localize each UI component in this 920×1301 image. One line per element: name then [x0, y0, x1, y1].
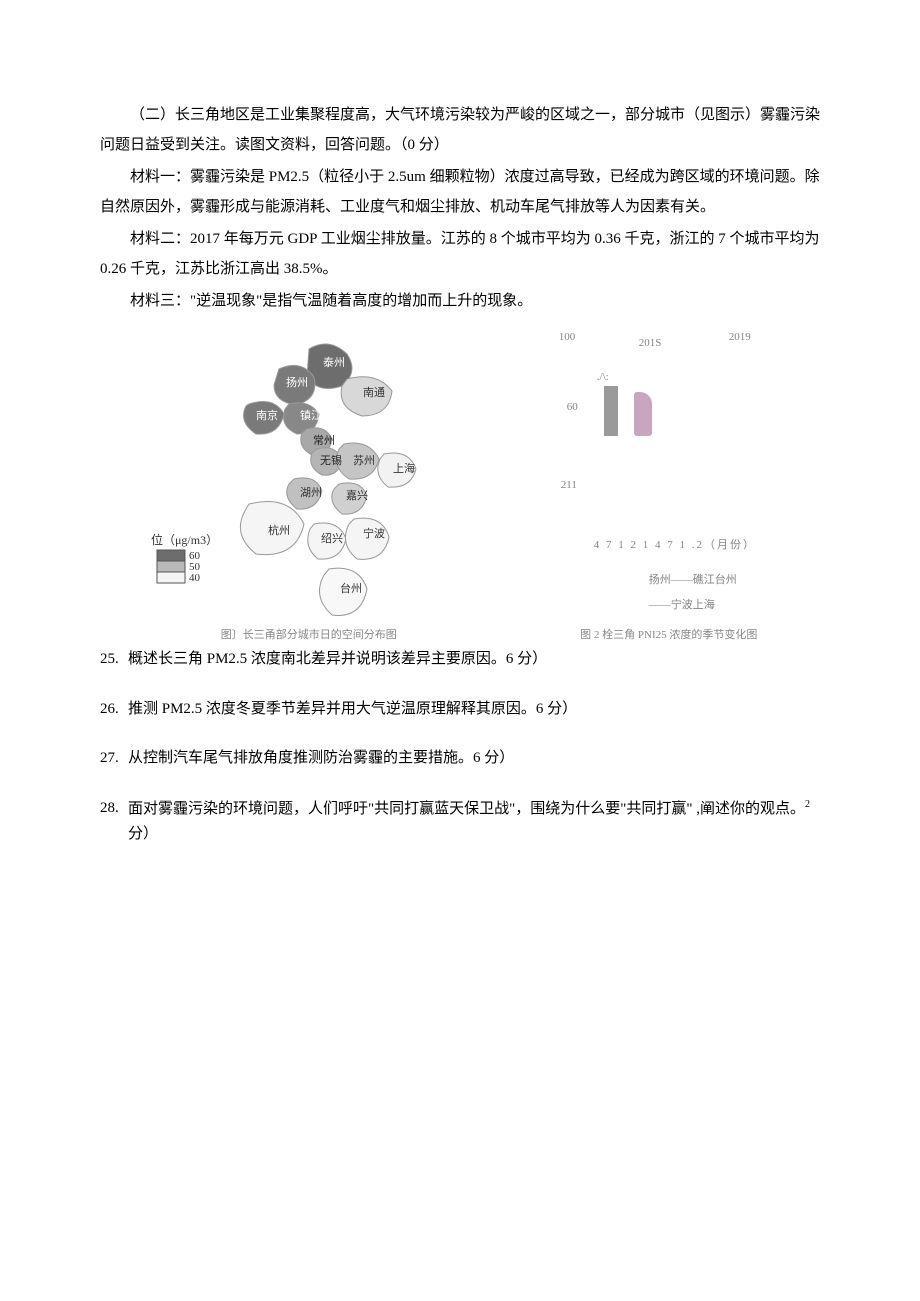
city-label: 镇江 [300, 408, 322, 422]
question-text: 面对雾霾污染的环境问题，人们呼吁"共同打赢蓝天保卫战"，围绕为什么要"共同打赢"… [128, 796, 820, 848]
question-number: 27. [100, 746, 128, 772]
question-sup: 2 [805, 799, 810, 810]
chart-legend-line: 扬州——礁江台州 [649, 569, 737, 591]
question-26: 26. 推测 PM2.5 浓度冬夏季节差异并用大气逆温原理解释其原因。6 分） [100, 697, 820, 723]
chart-column: 100 201S 2019 ./\: 60 211 4 7 1 2 1 4 7 … [518, 324, 820, 643]
city-label: 泰州 [323, 355, 345, 369]
intro-paragraph: （二）长三角地区是工业集聚程度高，大气环境污染较为严峻的区域之一，部分城市（见图… [100, 100, 820, 160]
y-tick: 60 [567, 396, 578, 418]
chart-year: 201S [639, 332, 662, 354]
question-text: 推测 PM2.5 浓度冬夏季节差异并用大气逆温原理解释其原因。6 分） [128, 697, 820, 723]
city-label: 常州 [313, 434, 335, 447]
map-column: 泰州 扬州 镇江 南京 常州 无锡 南通 苏州 上海 湖州 嘉兴 杭州 绍兴 宁… [100, 324, 518, 643]
city-label: 嘉兴 [346, 488, 368, 502]
city-label: 上海 [393, 461, 415, 475]
axis-label: ./\: [597, 366, 609, 388]
figure-row: 泰州 扬州 镇江 南京 常州 无锡 南通 苏州 上海 湖州 嘉兴 杭州 绍兴 宁… [100, 324, 820, 643]
city-label: 杭州 [268, 523, 290, 537]
city-label: 苏州 [353, 454, 375, 467]
map-legend: 位（μg/m3） 60 50 40 [151, 532, 218, 584]
city-label: 南京 [256, 408, 278, 422]
y-tick: 211 [561, 474, 577, 496]
chart-bar [634, 392, 652, 436]
y-tick: 100 [559, 326, 576, 348]
legend-label: 40 [189, 572, 201, 584]
question-number: 25. [100, 647, 128, 673]
city-label: 绍兴 [321, 531, 343, 545]
city-label: 湖州 [300, 486, 322, 499]
city-label: 南通 [363, 386, 385, 399]
chart-year: 2019 [729, 326, 751, 348]
material-1: 材料一：雾霾污染是 PM2.5（粒径小于 2.5um 细颗粒物）浓度过高导致，已… [100, 162, 820, 222]
city-label: 宁波 [363, 526, 385, 540]
chart-bar [604, 386, 618, 436]
question-text-part: 分） [128, 826, 158, 842]
map-svg: 泰州 扬州 镇江 南京 常州 无锡 南通 苏州 上海 湖州 嘉兴 杭州 绍兴 宁… [139, 324, 479, 624]
question-number: 28. [100, 796, 128, 848]
city-label: 扬州 [286, 375, 308, 389]
legend-title: 位（μg/m3） [151, 532, 218, 547]
question-text: 从控制汽车尾气排放角度推测防治雾霾的主要措施。6 分） [128, 746, 820, 772]
question-text-part: 面对雾霾污染的环境问题，人们呼吁"共同打赢蓝天保卫战"，围绕为什么要"共同打赢"… [128, 801, 805, 817]
question-25: 25. 概述长三角 PM2.5 浓度南北差异并说明该差异主要原因。6 分） [100, 647, 820, 673]
city-label: 台州 [340, 581, 362, 595]
material-2: 材料二：2017 年每万元 GDP 工业烟尘排放量。江苏的 8 个城市平均为 0… [100, 224, 820, 284]
question-number: 26. [100, 697, 128, 723]
chart-caption: 图 2 栓三角 PNI25 浓度的季节变化图 [580, 628, 757, 643]
chart-legend-line: ——宁波上海 [649, 594, 715, 616]
question-27: 27. 从控制汽车尾气排放角度推测防治雾霾的主要措施。6 分） [100, 746, 820, 772]
city-label: 无锡 [320, 453, 342, 467]
question-28: 28. 面对雾霾污染的环境问题，人们呼吁"共同打赢蓝天保卫战"，围绕为什么要"共… [100, 796, 820, 848]
map-caption: 图〕长三甬部分城市日的空间分布图 [221, 628, 397, 643]
x-axis-label: 4 7 1 2 1 4 7 1 .2（月份） [594, 534, 756, 556]
material-3: 材料三："逆温现象"是指气温随着高度的增加而上升的现象。 [100, 286, 820, 316]
question-text: 概述长三角 PM2.5 浓度南北差异并说明该差异主要原因。6 分） [128, 647, 820, 673]
